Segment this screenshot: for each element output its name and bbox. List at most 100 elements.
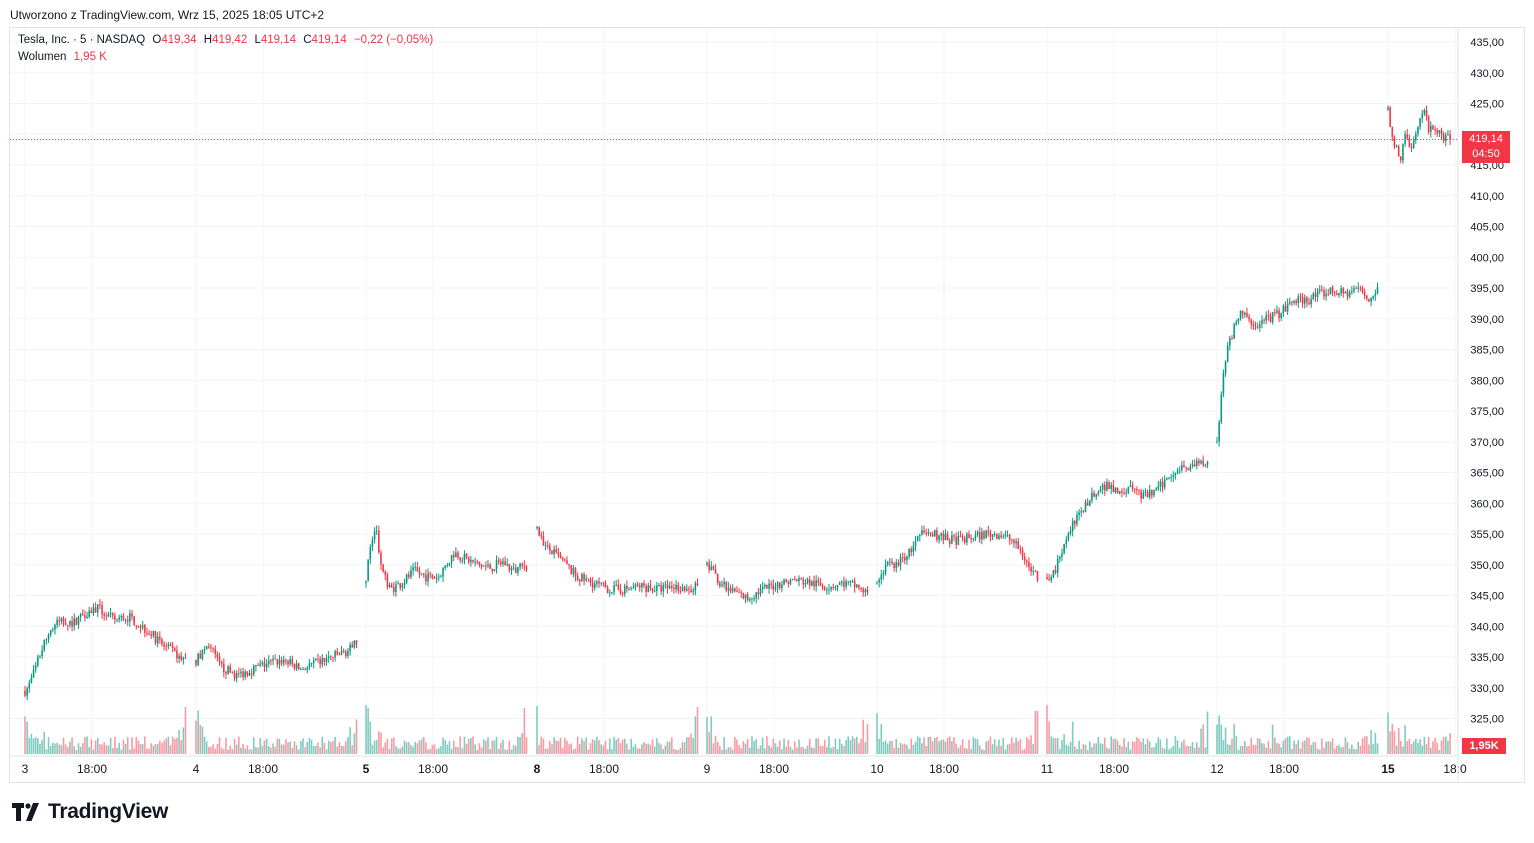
volume-bar: [1430, 747, 1432, 754]
candle-body: [1065, 539, 1068, 545]
candle-body: [621, 592, 624, 594]
candle-body: [959, 535, 962, 537]
volume-bar: [49, 746, 52, 754]
candle-body: [233, 673, 236, 679]
candle-body: [259, 663, 261, 666]
volume-bar: [380, 732, 382, 754]
candle-body: [1366, 295, 1368, 299]
candle-body: [478, 561, 481, 565]
candle-body: [369, 547, 372, 560]
candle-body: [783, 579, 785, 585]
candle-body: [90, 610, 93, 614]
tradingview-brand[interactable]: TradingView: [12, 800, 168, 824]
volume-bar: [1187, 746, 1190, 754]
volume-bar: [998, 739, 1000, 754]
candle-body: [1391, 126, 1394, 137]
volume-bar: [412, 746, 414, 754]
volume-bar: [1093, 743, 1095, 754]
candle-body: [1239, 310, 1242, 319]
volume-bar: [242, 743, 244, 754]
candle-body: [1440, 130, 1443, 135]
candle-body: [757, 592, 760, 595]
candle-body: [617, 584, 620, 590]
volume-bar: [834, 738, 837, 754]
x-tick-label: 4: [193, 762, 200, 776]
candle-body: [1136, 489, 1138, 491]
candle-body: [596, 581, 598, 584]
candle-body: [88, 610, 90, 617]
candle-body: [482, 565, 485, 567]
volume-bar: [491, 740, 494, 754]
candle-body: [94, 607, 97, 613]
candle-body: [300, 669, 302, 671]
volume-bar: [991, 744, 994, 754]
volume-bar: [1254, 745, 1257, 754]
candle-body: [375, 530, 378, 532]
candle-body: [1052, 570, 1055, 578]
candle-body: [248, 673, 251, 676]
candle-body: [410, 570, 412, 577]
chart-frame[interactable]: [9, 27, 1525, 783]
candle-body: [1271, 312, 1274, 323]
volume-bar: [649, 744, 652, 754]
candle-body: [124, 619, 127, 621]
volume-bar: [942, 739, 945, 754]
candle-body: [1327, 293, 1330, 295]
volume-bar: [452, 740, 455, 754]
candle-body: [1019, 548, 1022, 551]
volume-bar: [107, 745, 110, 754]
volume-bar: [208, 746, 210, 754]
volume-bar: [1101, 744, 1104, 754]
candle-body: [1144, 491, 1147, 493]
price-chart[interactable]: 435,00430,00425,00420,00415,00410,00405,…: [0, 0, 1534, 800]
candle-body: [1089, 500, 1091, 506]
volume-bar: [369, 721, 372, 754]
x-tick-label: 10: [870, 762, 884, 776]
volume-bar: [1229, 744, 1231, 754]
volume-bar: [989, 736, 992, 754]
candle-body: [308, 663, 311, 668]
volume-bar: [1114, 738, 1117, 754]
symbol-name[interactable]: Tesla, Inc. · 5 · NASDAQ: [18, 34, 146, 46]
volume-bar: [1127, 741, 1130, 754]
volume-bar: [159, 740, 161, 754]
candle-body: [1050, 577, 1053, 581]
candle-body: [1200, 460, 1202, 464]
volume-bar: [32, 738, 35, 754]
candle-body: [921, 530, 923, 535]
volume-bar: [1348, 748, 1351, 754]
candle-body: [334, 651, 336, 658]
candle-body: [214, 648, 217, 655]
volume-bar: [52, 742, 54, 754]
volume-bar: [96, 737, 99, 754]
volume-bar: [660, 744, 662, 754]
candle-body: [71, 621, 73, 627]
candle-body: [772, 584, 775, 590]
volume-bar: [1282, 740, 1285, 754]
volume-bar: [1412, 741, 1415, 754]
candle-body: [485, 565, 487, 567]
candle-body: [948, 540, 951, 544]
volume-bar: [1056, 737, 1059, 754]
volume-bar: [813, 748, 815, 754]
volume-bar: [617, 738, 620, 754]
candle-body: [1112, 484, 1115, 492]
candle-body: [1187, 468, 1190, 471]
candle-body: [81, 614, 84, 616]
x-tick-label: 5: [363, 762, 370, 776]
candle-body: [731, 588, 734, 592]
volume-bar: [1196, 742, 1198, 754]
volume-bar: [753, 741, 755, 754]
volume-bar: [88, 746, 90, 754]
candle-body: [310, 663, 313, 664]
candle-body: [429, 573, 431, 575]
candle-body: [1116, 487, 1119, 494]
candle-body: [304, 669, 306, 671]
candle-body: [1216, 441, 1218, 443]
y-tick-label: 340,00: [1470, 621, 1504, 633]
volume-bar: [938, 741, 940, 754]
volume-legend-label[interactable]: Wolumen: [18, 51, 67, 63]
volume-bar: [365, 704, 367, 754]
candle-body: [1170, 477, 1172, 478]
candle-body: [675, 584, 677, 590]
